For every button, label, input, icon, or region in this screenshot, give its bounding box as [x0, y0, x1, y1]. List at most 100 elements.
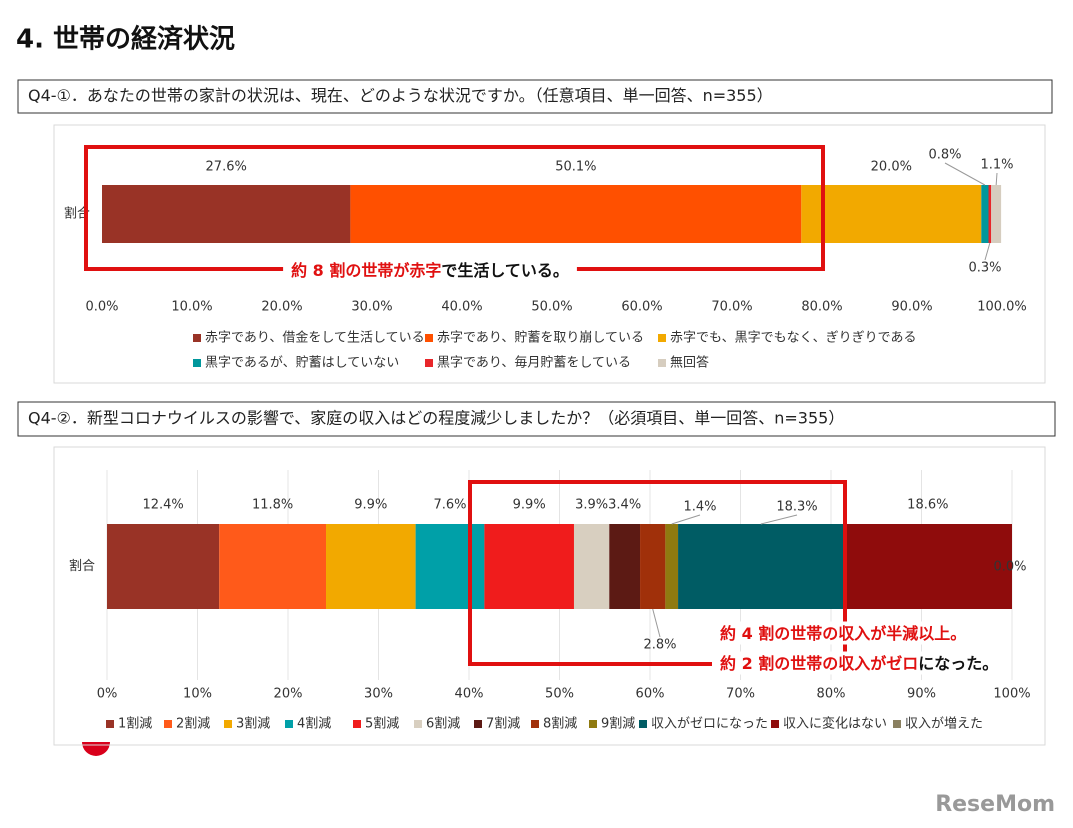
legend-swatch — [589, 720, 597, 728]
bar-segment — [678, 524, 844, 609]
legend-swatch — [414, 720, 422, 728]
x-tick-label: 30% — [364, 687, 393, 702]
y-tick-label: 割合 — [69, 558, 95, 574]
value-label: 1.1% — [980, 158, 1013, 173]
legend-label: 赤字でも、黒字でもなく、ぎりぎりである — [670, 331, 916, 346]
y-tick-label: 割合 — [64, 206, 90, 222]
legend-label: 収入が増えた — [905, 717, 983, 732]
x-tick-label: 20.0% — [261, 300, 302, 315]
legend-label: 収入に変化はない — [783, 716, 887, 732]
x-tick-label: 30.0% — [351, 300, 392, 315]
bar-segment — [640, 524, 666, 609]
x-tick-label: 0.0% — [85, 300, 118, 315]
legend-label: 無回答 — [670, 355, 709, 371]
value-label: 0.0% — [993, 560, 1026, 575]
legend-label: 7割減 — [486, 716, 520, 732]
annotation-black: で生活している。 — [441, 261, 569, 280]
question: Q4-②．新型コロナウイルスの影響で、家庭の収入はどの程度減少しましたか？（必須… — [28, 409, 844, 428]
bar-segment — [326, 524, 416, 609]
x-tick-label: 10.0% — [171, 300, 212, 315]
value-label: 18.3% — [776, 500, 817, 515]
legend-label: 1割減 — [118, 716, 152, 732]
annotation-bg — [283, 258, 577, 282]
legend-swatch — [893, 720, 901, 728]
bar-segment — [988, 185, 992, 243]
value-label: 9.9% — [354, 498, 387, 513]
bar-segment — [573, 524, 610, 609]
legend-swatch — [164, 720, 172, 728]
chart-frame — [53, 446, 1046, 746]
annotation: 約 2 割の世帯の収入がゼロになった。 — [720, 654, 998, 673]
question: Q4-①．あなたの世帯の家計の状況は、現在、どのような状況ですか。（任意項目、単… — [28, 86, 773, 105]
value-label: 0.8% — [928, 148, 961, 163]
bar-segment — [991, 185, 1002, 243]
legend-swatch — [106, 720, 114, 728]
x-tick-label: 90% — [907, 687, 936, 702]
legend-label: 5割減 — [365, 716, 399, 732]
x-tick-label: 20% — [274, 687, 303, 702]
watermark: ReseMom — [935, 792, 1055, 817]
leader-line — [944, 162, 986, 186]
legend-swatch — [531, 720, 539, 728]
question-box — [17, 79, 1053, 114]
legend-swatch — [425, 334, 433, 342]
legend-label: 6割減 — [426, 716, 460, 732]
bar-segment — [609, 524, 641, 609]
bar-segment — [981, 185, 989, 243]
x-tick-label: 100% — [993, 687, 1030, 702]
x-tick-label: 90.0% — [891, 300, 932, 315]
leader-line — [652, 608, 661, 638]
bar-segment — [415, 524, 485, 609]
x-tick-label: 70% — [726, 687, 755, 702]
legend-label: 赤字であり、借金をして生活している — [205, 330, 425, 346]
legend-label: 黒字であり、毎月貯蓄をしている — [437, 355, 631, 371]
legend-label: 収入がゼロになった — [651, 717, 768, 732]
value-label: 0.3% — [968, 261, 1001, 276]
bar-segment — [350, 185, 802, 243]
value-label: 27.6% — [206, 160, 247, 175]
bar-segment — [801, 185, 982, 243]
leader-line — [984, 242, 991, 261]
legend-label: 黒字であるが、貯蓄はしていない — [205, 356, 399, 371]
legend-swatch — [224, 720, 232, 728]
bar-segment — [665, 524, 679, 609]
x-tick-label: 0% — [97, 687, 118, 702]
annotation-bg — [712, 621, 975, 645]
value-label: 7.6% — [433, 498, 466, 513]
x-tick-label: 10% — [183, 687, 212, 702]
heading: 4. 世帯の経済状況 — [16, 24, 235, 55]
value-label: 18.6% — [907, 498, 948, 513]
bar-segment — [219, 524, 327, 609]
legend-label: 赤字であり、貯蓄を取り崩している — [437, 331, 644, 346]
annotation-bg — [712, 651, 1007, 675]
x-tick-label: 70.0% — [711, 300, 752, 315]
value-label: 50.1% — [555, 160, 596, 175]
value-label: 12.4% — [142, 498, 183, 513]
x-tick-label: 60% — [636, 687, 665, 702]
legend-swatch — [639, 720, 647, 728]
annotation-red: 約 8 割の世帯が赤字 — [291, 261, 441, 280]
highlight-box — [468, 480, 847, 666]
legend-label: 2割減 — [176, 716, 210, 732]
value-label: 3.9% — [575, 498, 608, 513]
leader-line — [760, 514, 798, 525]
legend-swatch — [425, 359, 433, 367]
legend-swatch — [658, 334, 666, 342]
leader-line — [671, 514, 701, 525]
legend-label: 8割減 — [543, 716, 577, 732]
bar-segment — [484, 524, 574, 609]
legend-label: 3割減 — [236, 716, 270, 732]
legend-swatch — [771, 720, 779, 728]
x-tick-label: 80% — [817, 687, 846, 702]
x-tick-label: 50% — [545, 687, 574, 702]
value-label: 11.8% — [252, 498, 293, 513]
x-tick-label: 40% — [455, 687, 484, 702]
value-label: 3.4% — [608, 498, 641, 513]
legend-swatch — [285, 720, 293, 728]
x-tick-label: 40.0% — [441, 300, 482, 315]
annotation-red: 約 4 割の世帯の収入が半減以上。 — [720, 624, 966, 643]
annotation-red: 約 2 割の世帯の収入がゼロ — [720, 654, 918, 673]
legend-swatch — [193, 334, 201, 342]
leader-line — [995, 172, 998, 186]
